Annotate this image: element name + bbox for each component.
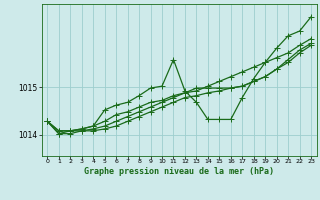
X-axis label: Graphe pression niveau de la mer (hPa): Graphe pression niveau de la mer (hPa) — [84, 167, 274, 176]
